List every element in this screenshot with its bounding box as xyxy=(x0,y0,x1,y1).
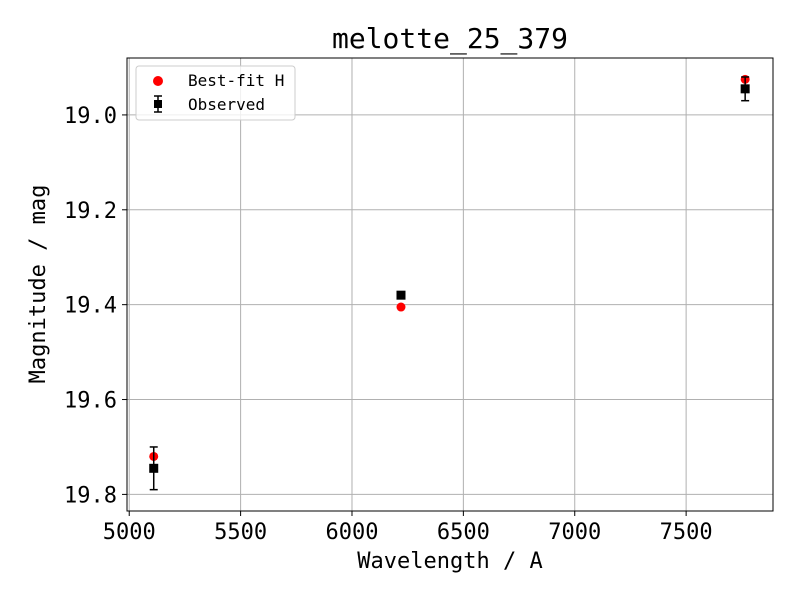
x-tick-label: 7500 xyxy=(660,520,713,545)
chart-title: melotte_25_379 xyxy=(332,22,568,56)
x-tick-label: 5000 xyxy=(103,520,156,545)
observed-point xyxy=(740,84,750,94)
y-tick-label: 19.8 xyxy=(64,483,117,508)
legend-box xyxy=(135,65,296,121)
x-tick-label: 6500 xyxy=(437,520,490,545)
legend-marker-observed xyxy=(154,100,162,108)
legend-marker-best-fit xyxy=(153,76,163,86)
y-tick-label: 19.2 xyxy=(64,199,117,224)
best-fit-point xyxy=(396,302,406,312)
legend-label-observed: Observed xyxy=(188,95,265,114)
y-tick-label: 19.4 xyxy=(64,294,117,319)
legend: Best-fit H Observed xyxy=(135,65,296,121)
legend-label-best-fit: Best-fit H xyxy=(188,71,284,90)
x-tick-label: 7000 xyxy=(548,520,601,545)
y-tick-label: 19.0 xyxy=(64,104,117,129)
data-markers xyxy=(149,74,750,491)
observed-point xyxy=(396,290,406,300)
observed-point xyxy=(149,463,159,473)
x-tick-label: 6000 xyxy=(325,520,378,545)
plot-area-frame xyxy=(126,57,774,512)
y-tick-label: 19.6 xyxy=(64,389,117,414)
y-axis-label: Magnitude / mag xyxy=(26,185,51,384)
x-tick-label: 5500 xyxy=(214,520,267,545)
x-axis-label: Wavelength / A xyxy=(357,549,542,574)
axis-ticks: 5000 5500 6000 6500 7000 7500 19.0 19.2 19.4 19.6… xyxy=(64,104,713,545)
